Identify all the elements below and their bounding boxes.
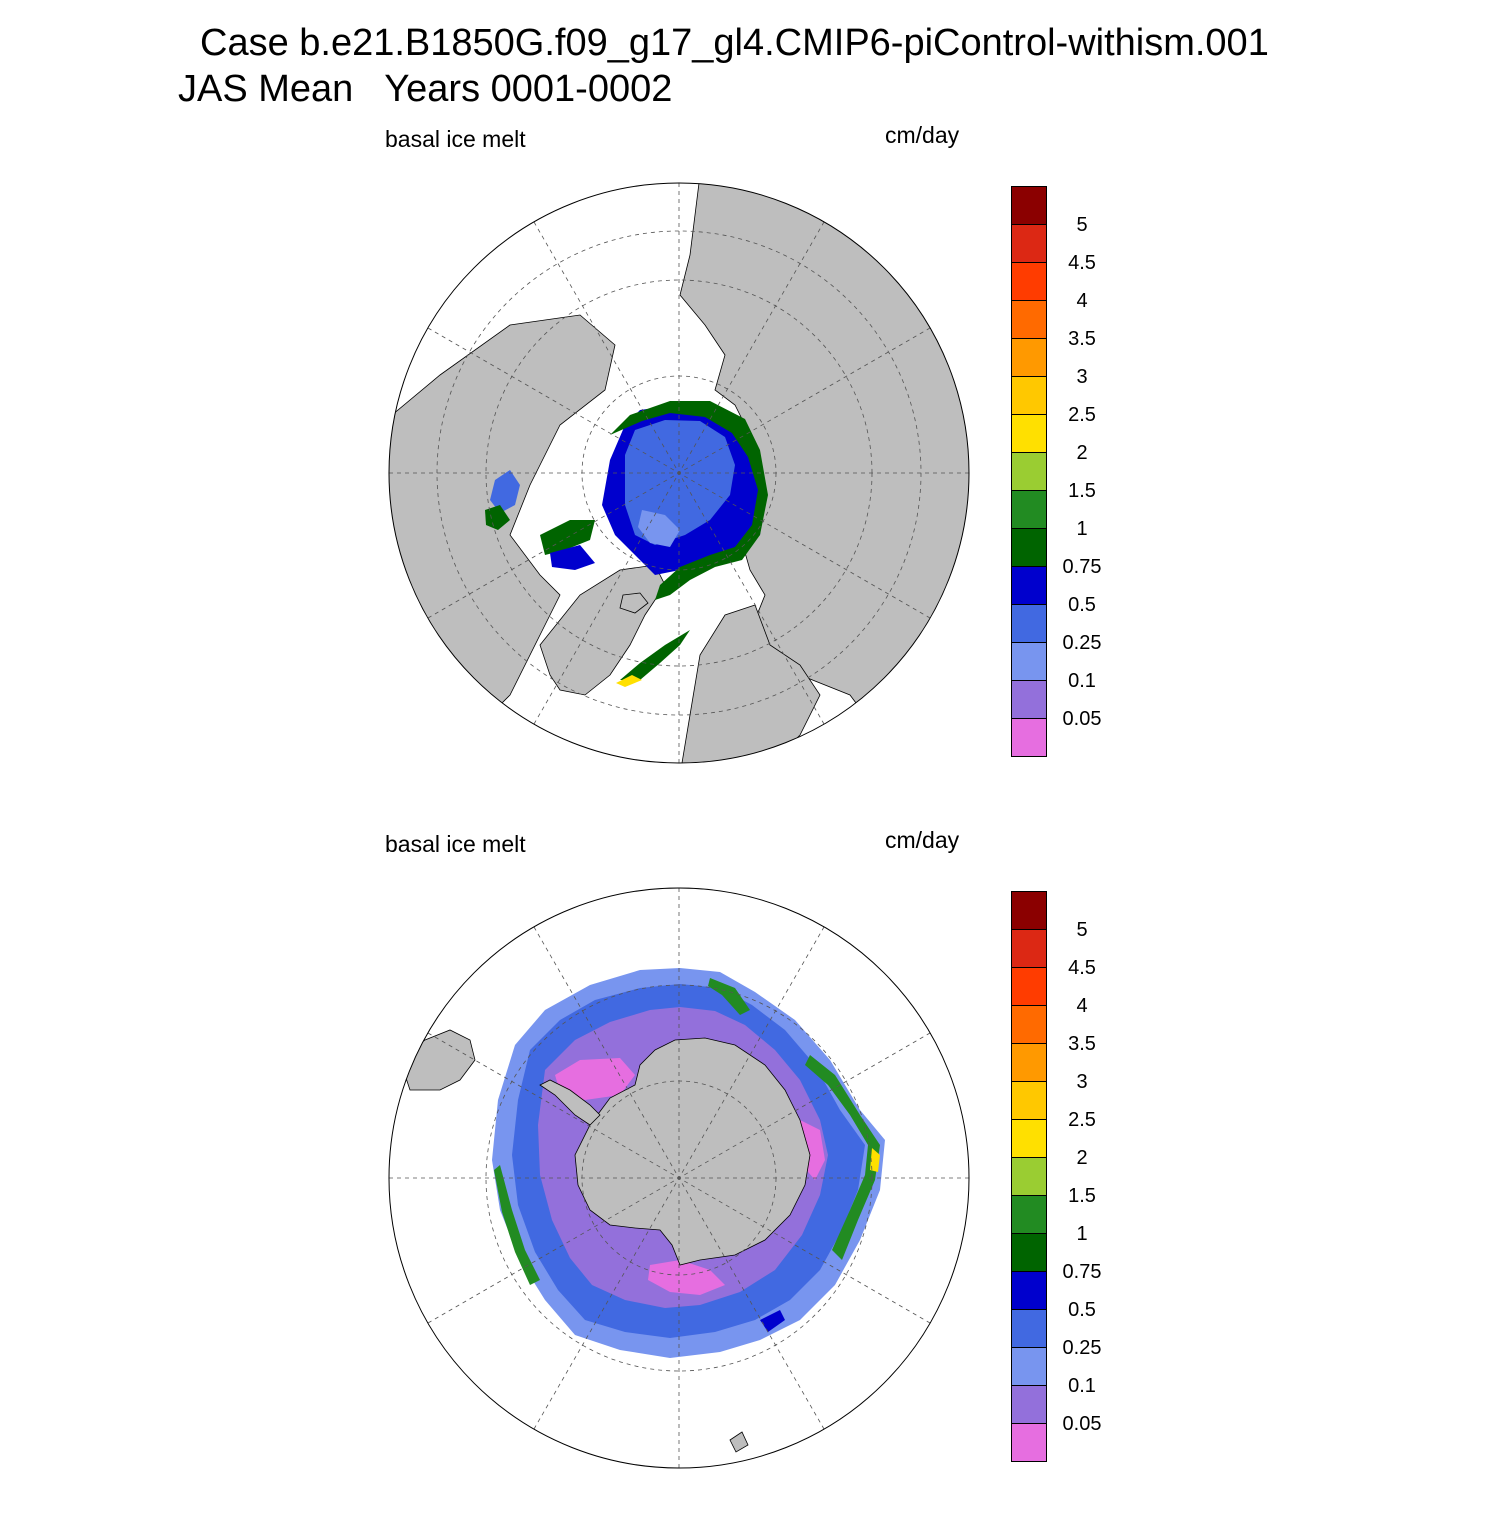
colorbar-tick: 0.1	[1068, 670, 1096, 692]
melt-yellow-spot	[870, 1148, 880, 1172]
colorbar-tick: 3	[1076, 1071, 1088, 1093]
colorbar-tick: 2	[1076, 1147, 1088, 1169]
units-label: cm/day	[885, 827, 960, 853]
colorbar-tick: 0.1	[1068, 1375, 1096, 1397]
colorbar-box	[1011, 1043, 1047, 1082]
colorbar-tick: 0.5	[1068, 594, 1096, 616]
colorbar-tick: 4	[1076, 290, 1088, 312]
colorbar-tick: 1.5	[1068, 480, 1096, 502]
figure-title-case: Case b.e21.B1850G.f09_g17_gl4.CMIP6-piCo…	[200, 22, 1269, 64]
colorbar-tick: 5	[1076, 214, 1088, 236]
melt-greenland-sea	[620, 630, 690, 680]
land-iceland	[619, 592, 649, 614]
land-antarctic-peninsula	[539, 1079, 601, 1126]
colorbar-tick: 0.25	[1062, 632, 1102, 654]
colorbar	[1011, 186, 1047, 757]
antarctic-polar-map	[388, 887, 970, 1469]
colorbar-tick: 1	[1076, 518, 1088, 540]
melt-green-band-east	[805, 1055, 880, 1260]
colorbar-tick: 0.05	[1062, 1413, 1102, 1435]
colorbar-box	[1011, 300, 1047, 339]
colorbar-box	[1011, 224, 1047, 263]
colorbar-box	[1011, 604, 1047, 643]
units-label: cm/day	[885, 122, 960, 148]
melt-high-yellow	[616, 675, 642, 687]
colorbar-box	[1011, 1195, 1047, 1234]
colorbar-box	[1011, 452, 1047, 491]
colorbar-box	[1011, 1423, 1047, 1462]
colorbar-box	[1011, 566, 1047, 605]
colorbar-box	[1011, 1271, 1047, 1310]
colorbar-box	[1011, 967, 1047, 1006]
melt-green-band-west	[494, 1165, 540, 1285]
colorbar-tick: 4.5	[1068, 957, 1096, 979]
arctic-polar-map	[388, 182, 970, 764]
colorbar-box	[1011, 186, 1047, 225]
colorbar-tick: 3.5	[1068, 328, 1096, 350]
colorbar-tick: 0.75	[1062, 1261, 1102, 1283]
colorbar-box	[1011, 490, 1047, 529]
melt-0.05-patch-weddell	[555, 1058, 635, 1100]
colorbar-tick: 2.5	[1068, 404, 1096, 426]
colorbar-box	[1011, 929, 1047, 968]
melt-baffin	[490, 470, 520, 513]
colorbar-box	[1011, 1157, 1047, 1196]
colorbar-tick: 3.5	[1068, 1033, 1096, 1055]
north-hemisphere-panel: basal ice melt cm/day	[0, 110, 1500, 810]
map-boundary	[388, 182, 970, 764]
colorbar-box	[1011, 262, 1047, 301]
colorbar-tick: 0.5	[1068, 1299, 1096, 1321]
colorbar-box	[1011, 1081, 1047, 1120]
colorbar-box	[1011, 1347, 1047, 1386]
colorbar-tick: 4.5	[1068, 252, 1096, 274]
melt-hudson	[485, 505, 510, 530]
melt-0.75-south-spot	[760, 1310, 785, 1332]
colorbar-tick: 1	[1076, 1223, 1088, 1245]
colorbar-box	[1011, 338, 1047, 377]
colorbar-tick: 0.25	[1062, 1337, 1102, 1359]
colorbar-box	[1011, 1309, 1047, 1348]
melt-baffin-blue	[550, 545, 595, 570]
colorbar-box	[1011, 718, 1047, 757]
graticule	[389, 888, 969, 1468]
land-new-zealand-tip	[729, 1431, 749, 1453]
colorbar-box	[1011, 891, 1047, 930]
colorbar-tick: 0.75	[1062, 556, 1102, 578]
map-boundary	[388, 887, 970, 1469]
colorbar	[1011, 891, 1047, 1462]
variable-label: basal ice melt	[385, 831, 526, 857]
colorbar-box	[1011, 642, 1047, 681]
colorbar-tick: 1.5	[1068, 1185, 1096, 1207]
colorbar-box	[1011, 1005, 1047, 1044]
colorbar-tick: 4	[1076, 995, 1088, 1017]
colorbar-box	[1011, 414, 1047, 453]
colorbar-tick: 0.05	[1062, 708, 1102, 730]
land-antarctica	[574, 1037, 811, 1266]
graticule	[389, 183, 969, 763]
colorbar-tick: 2.5	[1068, 1109, 1096, 1131]
melt-0.05-patch-ross	[648, 1260, 725, 1295]
colorbar-tick: 3	[1076, 366, 1088, 388]
figure-title-period: JAS Mean Years 0001-0002	[178, 68, 673, 110]
colorbar-tick: 2	[1076, 442, 1088, 464]
south-hemisphere-panel: basal ice melt cm/day	[0, 815, 1500, 1515]
colorbar-box	[1011, 1119, 1047, 1158]
colorbar-box	[1011, 1385, 1047, 1424]
colorbar-box	[1011, 376, 1047, 415]
variable-label: basal ice melt	[385, 126, 526, 152]
melt-green-band-north	[708, 978, 750, 1015]
colorbar-box	[1011, 528, 1047, 567]
colorbar-box	[1011, 1233, 1047, 1272]
colorbar-tick: 5	[1076, 919, 1088, 941]
melt-1-band	[610, 401, 768, 600]
colorbar-box	[1011, 680, 1047, 719]
melt-0.25-band	[638, 510, 680, 547]
